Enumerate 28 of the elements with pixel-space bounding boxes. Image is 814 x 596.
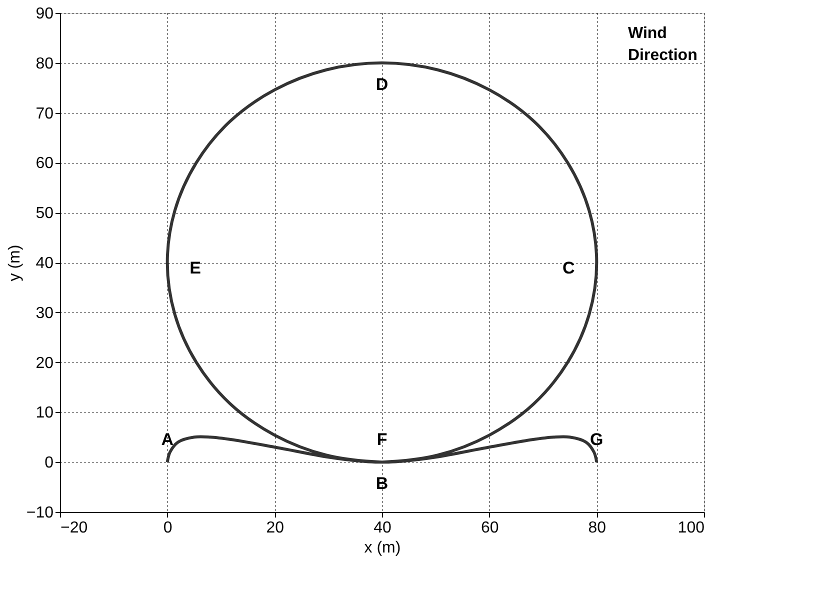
y-tick-label: 50	[36, 205, 54, 222]
annotation: F	[376, 430, 388, 450]
x-tick-label: 40	[374, 520, 392, 536]
x-axis-title: x (m)	[364, 540, 401, 556]
y-tick-label: 20	[36, 354, 54, 372]
x-tick-label: 100	[678, 520, 705, 536]
annotation: G	[590, 430, 604, 450]
annotation: B	[376, 474, 388, 494]
annotation: C	[562, 258, 575, 278]
y-tick-label: 60	[36, 155, 54, 172]
x-tick-label: −20	[60, 520, 88, 536]
annotation: Wind Direction	[628, 25, 698, 64]
x-tick-label: 0	[163, 520, 172, 536]
x-tick-label: 80	[588, 520, 606, 536]
y-tick-label: 90	[36, 6, 54, 22]
y-tick-label: 0	[44, 454, 54, 472]
y-tick-label: −10	[26, 504, 54, 522]
annotation: A	[161, 430, 174, 450]
annotation: E	[190, 258, 202, 278]
y-tick-label: 80	[36, 55, 54, 72]
y-axis-title: y (m)	[6, 244, 24, 282]
y-tick-label: 30	[36, 304, 54, 322]
y-tick-label: 10	[36, 404, 54, 422]
y-tick-label: 70	[36, 105, 54, 122]
x-tick-label: 20	[266, 520, 284, 536]
x-tick-label: 60	[480, 520, 499, 536]
annotation: D	[376, 74, 388, 94]
y-tick-label: 40	[36, 255, 54, 272]
